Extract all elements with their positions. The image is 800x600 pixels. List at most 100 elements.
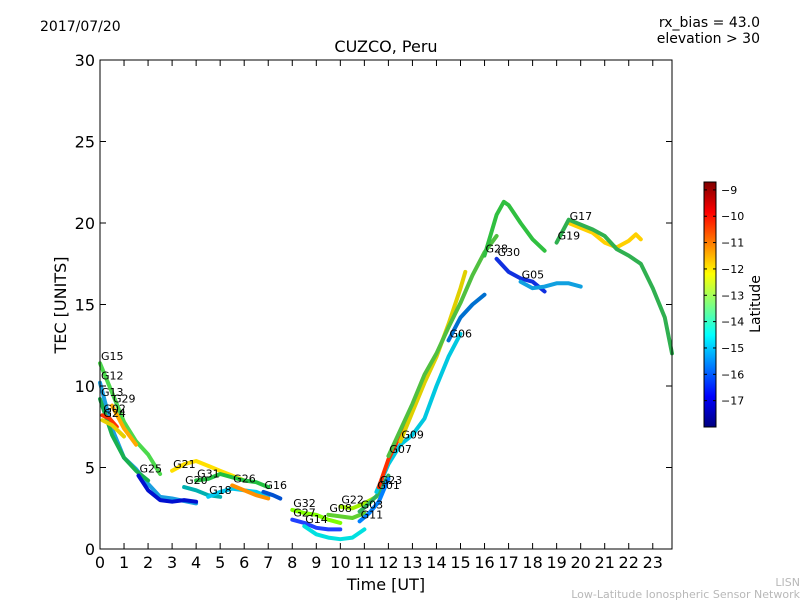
x-tick-label: 18 xyxy=(522,553,542,572)
x-tick-label: 6 xyxy=(239,553,249,572)
x-tick-label: 22 xyxy=(619,553,639,572)
series-label-g28: G28 xyxy=(486,243,509,256)
series-label-g18: G18 xyxy=(209,484,232,497)
series-label-g15: G15 xyxy=(101,350,124,363)
series-label-g19: G19 xyxy=(558,230,581,243)
series-label-g21: G21 xyxy=(173,458,196,471)
series-line-g03 xyxy=(357,473,391,514)
credit-short: LISN xyxy=(775,576,800,589)
y-tick-label: 30 xyxy=(75,51,95,70)
series-line-g31 xyxy=(194,472,271,490)
series-line-g28 xyxy=(482,199,547,258)
series-line-g19 xyxy=(554,217,674,356)
x-tick-label: 8 xyxy=(287,553,297,572)
series-label-g17: G17 xyxy=(570,210,593,223)
colorbar xyxy=(703,181,717,428)
y-tick-label: 10 xyxy=(75,377,95,396)
colorbar-ticks: −9 −10 −11 −12 −13 −14 −15 −16 −17 xyxy=(704,184,744,408)
colorbar-tick-label: −15 xyxy=(721,342,744,355)
x-tick-label: 1 xyxy=(119,553,129,572)
series-line-g05 xyxy=(518,279,583,291)
rx-bias-label: rx_bias = 43.0 xyxy=(659,15,760,31)
series-label-g30: G30 xyxy=(498,246,521,259)
series-label-g23: G23 xyxy=(380,474,403,487)
series-label-g32: G32 xyxy=(293,497,316,510)
x-tick-label: 19 xyxy=(546,553,566,572)
y-tick-label: 20 xyxy=(75,214,95,233)
series-line-g30 xyxy=(494,256,547,294)
series-label-g24: G24 xyxy=(103,407,126,420)
x-tick-label: 10 xyxy=(330,553,350,572)
elevation-label: elevation > 30 xyxy=(657,31,760,47)
series-line-g27 xyxy=(290,517,343,532)
series-line-g02 xyxy=(100,413,119,429)
series-line-g16 xyxy=(261,489,283,501)
x-tick-label: 5 xyxy=(215,553,225,572)
series-label-g05: G05 xyxy=(522,269,545,282)
colorbar-tick-label: −9 xyxy=(721,184,737,197)
series-label-g09: G09 xyxy=(401,428,424,441)
plot-lines xyxy=(98,199,674,542)
x-tick-label: 2 xyxy=(143,553,153,572)
x-tick-label: 12 xyxy=(378,553,398,572)
series-label-g08: G08 xyxy=(329,502,352,515)
y-axis: 0 5 10 15 20 25 30 xyxy=(75,51,672,559)
x-tick-label: 14 xyxy=(426,553,446,572)
y-axis-label: TEC [UNITS] xyxy=(51,257,70,355)
colorbar-tick-label: −10 xyxy=(721,210,744,223)
x-tick-label: 21 xyxy=(595,553,615,572)
series-line-g15 xyxy=(98,361,163,476)
series-label-g31: G31 xyxy=(197,468,220,481)
series-label-g29: G29 xyxy=(113,393,136,406)
colorbar-tick-label: −11 xyxy=(721,237,744,250)
series-line-g32 xyxy=(290,507,343,525)
series-label-g12: G12 xyxy=(101,370,124,383)
x-axis-label: Time [UT] xyxy=(346,575,425,594)
series-label-g02: G02 xyxy=(103,402,126,415)
x-tick-label: 0 xyxy=(95,553,105,572)
colorbar-tick-label: −14 xyxy=(721,316,744,329)
x-tick-label: 15 xyxy=(450,553,470,572)
x-tick-label: 13 xyxy=(402,553,422,572)
colorbar-label: Latitude xyxy=(748,275,764,333)
series-label-g27: G27 xyxy=(293,507,316,520)
x-tick-label: 7 xyxy=(263,553,273,572)
y-tick-label: 5 xyxy=(85,459,95,478)
series-label-g07: G07 xyxy=(389,443,412,456)
series-label-g26: G26 xyxy=(233,472,256,485)
x-tick-label: 11 xyxy=(354,553,374,572)
x-tick-label: 17 xyxy=(498,553,518,572)
y-tick-label: 25 xyxy=(75,133,95,152)
series-line-g06 xyxy=(446,292,487,343)
colorbar-tick-label: −12 xyxy=(721,263,744,276)
series-line-g26 xyxy=(230,483,271,501)
x-axis: 0 1 2 3 4 5 6 7 8 9 10 11 12 13 14 15 16 17 18 19 20 21 22 23 xyxy=(95,60,663,572)
x-tick-label: 3 xyxy=(167,553,177,572)
x-tick-label: 23 xyxy=(643,553,663,572)
series-label-g03: G03 xyxy=(361,499,384,512)
series-line-g29 xyxy=(110,403,139,447)
series-line-g24 xyxy=(100,418,126,439)
series-line-g07 xyxy=(386,234,499,459)
series-line-g08 xyxy=(326,511,367,520)
y-tick-label: 0 xyxy=(85,540,95,559)
date-label: 2017/07/20 xyxy=(40,19,121,35)
chart-title: CUZCO, Peru xyxy=(334,37,437,56)
series-label-g11: G11 xyxy=(361,508,384,521)
series-label-g25: G25 xyxy=(139,463,162,476)
series-label-g22: G22 xyxy=(341,494,364,507)
x-tick-label: 4 xyxy=(191,553,201,572)
x-tick-label: 20 xyxy=(570,553,590,572)
x-tick-label: 16 xyxy=(474,553,494,572)
series-label-g13: G13 xyxy=(101,386,124,399)
credit-full: Low-Latitude Ionospheric Sensor Network xyxy=(571,588,800,600)
series-line-g14 xyxy=(302,524,367,542)
x-tick-label: 9 xyxy=(311,553,321,572)
y-tick-label: 15 xyxy=(75,296,95,315)
series-line-g01 xyxy=(374,331,463,494)
colorbar-tick-label: −13 xyxy=(721,289,744,302)
colorbar-tick-label: −17 xyxy=(721,395,744,408)
series-line-g25 xyxy=(136,473,199,504)
series-line-g11 xyxy=(357,476,391,524)
